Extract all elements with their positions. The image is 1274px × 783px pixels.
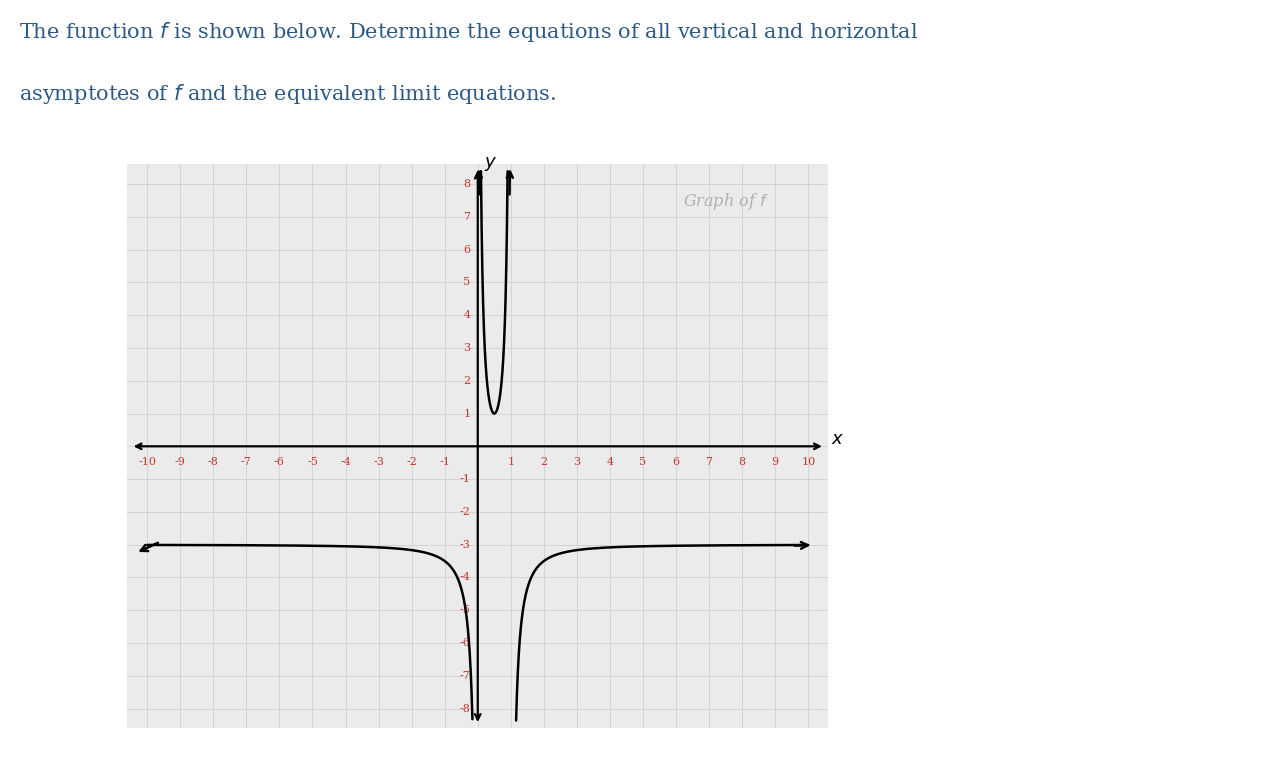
Text: $x$: $x$ — [832, 430, 845, 448]
Text: -10: -10 — [139, 456, 157, 467]
Text: -8: -8 — [460, 703, 470, 713]
Text: 7: 7 — [464, 212, 470, 222]
Text: -4: -4 — [340, 456, 350, 467]
Text: 2: 2 — [540, 456, 548, 467]
Text: 3: 3 — [573, 456, 581, 467]
Text: -2: -2 — [406, 456, 417, 467]
Text: asymptotes of $f$ and the equivalent limit equations.: asymptotes of $f$ and the equivalent lim… — [19, 82, 557, 106]
Text: -9: -9 — [175, 456, 186, 467]
Text: 10: 10 — [801, 456, 815, 467]
Text: -2: -2 — [460, 507, 470, 517]
Text: 1: 1 — [464, 409, 470, 419]
Text: 5: 5 — [464, 277, 470, 287]
Text: -7: -7 — [460, 671, 470, 680]
Text: -5: -5 — [460, 605, 470, 615]
Text: -7: -7 — [241, 456, 252, 467]
Text: 6: 6 — [673, 456, 679, 467]
Text: -1: -1 — [460, 474, 470, 484]
Text: 1: 1 — [507, 456, 515, 467]
Text: 5: 5 — [640, 456, 647, 467]
Text: 6: 6 — [464, 244, 470, 254]
Text: 8: 8 — [464, 179, 470, 189]
Text: -3: -3 — [460, 539, 470, 550]
Text: 2: 2 — [464, 376, 470, 386]
Text: -1: -1 — [440, 456, 450, 467]
Text: The function $f$ is shown below. Determine the equations of all vertical and hor: The function $f$ is shown below. Determi… — [19, 20, 919, 44]
Text: 8: 8 — [739, 456, 745, 467]
Text: 4: 4 — [606, 456, 614, 467]
Text: Graph of $f$: Graph of $f$ — [683, 190, 768, 211]
Text: 4: 4 — [464, 310, 470, 320]
Text: $y$: $y$ — [484, 156, 498, 173]
Text: 3: 3 — [464, 343, 470, 353]
Text: 9: 9 — [772, 456, 778, 467]
Text: -5: -5 — [307, 456, 318, 467]
Text: -3: -3 — [373, 456, 383, 467]
Text: -6: -6 — [274, 456, 285, 467]
Text: -4: -4 — [460, 572, 470, 583]
Text: 7: 7 — [706, 456, 712, 467]
Text: -6: -6 — [460, 638, 470, 648]
Text: -8: -8 — [208, 456, 219, 467]
